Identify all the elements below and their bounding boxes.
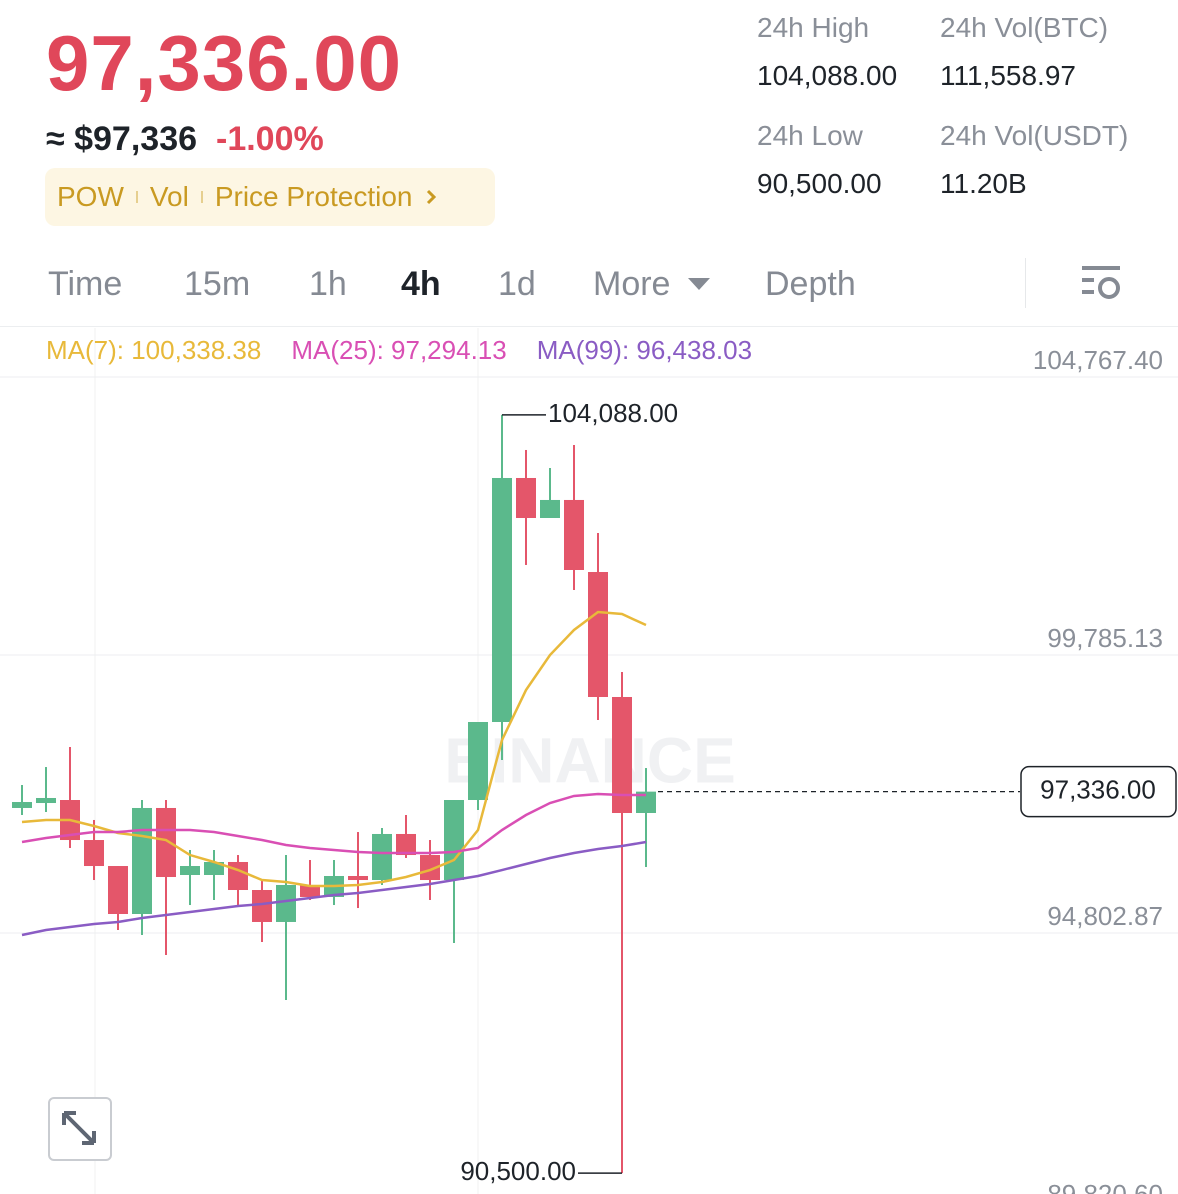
candle-body — [252, 890, 272, 922]
candle-body — [180, 866, 200, 875]
candle-body — [420, 855, 440, 881]
tag[interactable]: POW — [57, 181, 124, 212]
candle-body — [396, 833, 416, 856]
divider — [0, 326, 1178, 327]
tab[interactable]: More — [593, 265, 671, 303]
watermark: BINANCE — [444, 725, 736, 797]
candle-body — [540, 499, 560, 518]
settings-icon[interactable] — [1080, 264, 1124, 304]
chart: 104,767.40 99,785.13 94,802.87 89,820.60 BIN… — [0, 328, 1178, 1194]
candle-body — [84, 840, 104, 867]
y-tick-label: 94,802.87 — [1047, 901, 1163, 931]
ma-line — [21, 792, 646, 855]
stat-value: 104,088.00 — [757, 60, 898, 91]
candle-body — [564, 499, 584, 571]
separator — [135, 191, 138, 203]
candle-body — [588, 572, 608, 697]
tag-bar[interactable]: POW Vol Price Protection — [45, 168, 495, 226]
stat-value: 11.20B — [940, 168, 1027, 199]
candle-body — [204, 861, 224, 875]
candle-body — [108, 866, 128, 915]
candle-body — [276, 884, 296, 922]
candle-body — [612, 696, 632, 814]
dropdown-arrow[interactable] — [686, 276, 712, 292]
ma-line — [21, 840, 647, 937]
tag[interactable]: Vol — [149, 181, 189, 212]
tab[interactable]: Time — [48, 265, 123, 303]
separator — [1025, 258, 1026, 308]
candle-body — [36, 797, 56, 804]
fiat-price: ≈ $97,336 — [46, 120, 198, 158]
candle-body — [444, 800, 464, 881]
candle-body — [516, 477, 536, 518]
stat-label: 24h Vol(USDT) — [940, 120, 1129, 151]
candle-body — [132, 807, 152, 915]
legend-entry: MA(25): 97,294.13 — [291, 335, 506, 365]
y-tick-label: 104,767.40 — [1033, 345, 1163, 375]
price-change: -1.00% — [216, 120, 324, 158]
annotation-label: 104,088.00 — [548, 398, 678, 428]
candle-body — [156, 807, 176, 878]
candle-body — [468, 721, 488, 801]
chevron — [427, 189, 437, 205]
tab-active[interactable]: 4h — [401, 265, 441, 303]
last-price-box — [1020, 765, 1177, 818]
tab[interactable]: 15m — [184, 265, 251, 303]
tab[interactable]: Depth — [765, 265, 856, 303]
tab[interactable]: 1d — [498, 265, 536, 303]
legend-entry: MA(99): 96,438.03 — [537, 335, 752, 365]
tab[interactable]: 1h — [309, 265, 347, 303]
stat-label: 24h High — [757, 12, 870, 43]
annotation-label: 90,500.00 — [460, 1156, 576, 1186]
y-tick-label: 99,785.13 — [1047, 623, 1163, 653]
legend-entry: MA(7): 100,338.38 — [46, 335, 261, 365]
tag[interactable]: Price Protection — [214, 181, 413, 212]
ma-line — [21, 610, 647, 888]
fullscreen-button[interactable] — [48, 1097, 112, 1161]
candle-body — [300, 884, 320, 897]
candle-body — [12, 802, 32, 808]
stat-label: 24h Low — [757, 120, 863, 151]
separator — [200, 191, 203, 203]
last-price-label: 97,336.00 — [1040, 775, 1156, 805]
candle-body — [228, 861, 248, 891]
stat-value: 90,500.00 — [757, 168, 882, 199]
y-tick-label: 89,820.60 — [1047, 1179, 1163, 1194]
stat-label: 24h Vol(BTC) — [940, 12, 1109, 43]
candle-body — [636, 791, 656, 814]
expand-icon — [62, 1111, 96, 1145]
candle-body — [372, 833, 392, 881]
candle-body — [348, 876, 368, 881]
legend: MA(7): 100,338.38 MA(25): 97,294.13 MA(99)… — [46, 335, 752, 365]
last-price: 97,336.00 — [46, 19, 403, 107]
candle-body — [492, 477, 512, 722]
stat-value: 111,558.97 — [940, 60, 1076, 91]
